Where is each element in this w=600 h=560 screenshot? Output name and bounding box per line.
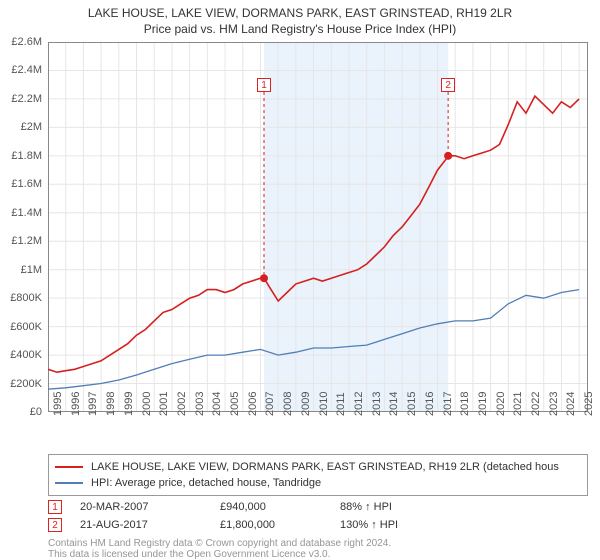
- ytick-label: £1.8M: [11, 150, 42, 162]
- ytick-label: £2.2M: [11, 93, 42, 105]
- events-table: 1 20-MAR-2007 £940,000 88% ↑ HPI 2 21-AU…: [48, 498, 588, 534]
- xtick-label: 2008: [282, 392, 294, 416]
- footer-line1: Contains HM Land Registry data © Crown c…: [48, 538, 391, 549]
- xtick-label: 2009: [300, 392, 312, 416]
- event-marker-2-icon: 2: [48, 518, 62, 532]
- xtick-label: 2015: [406, 392, 418, 416]
- xtick-label: 2006: [247, 392, 259, 416]
- ytick-label: £600K: [10, 321, 42, 333]
- event-price-2: £1,800,000: [220, 519, 340, 531]
- xtick-label: 2000: [141, 392, 153, 416]
- xtick-label: 2024: [565, 392, 577, 416]
- ytick-label: £1M: [21, 264, 42, 276]
- xtick-label: 2017: [442, 392, 454, 416]
- xtick-label: 2018: [459, 392, 471, 416]
- event-marker-1-icon: 1: [48, 500, 62, 514]
- legend: LAKE HOUSE, LAKE VIEW, DORMANS PARK, EAS…: [48, 454, 588, 496]
- xtick-label: 1998: [105, 392, 117, 416]
- event-marker-1-label-icon: 1: [257, 78, 271, 92]
- xtick-label: 2016: [424, 392, 436, 416]
- xtick-label: 2012: [353, 392, 365, 416]
- xtick-label: 2010: [318, 392, 330, 416]
- legend-label-house: LAKE HOUSE, LAKE VIEW, DORMANS PARK, EAS…: [91, 461, 559, 473]
- xtick-label: 2013: [371, 392, 383, 416]
- event-marker-2-label-icon: 2: [441, 78, 455, 92]
- xtick-label: 2021: [512, 392, 524, 416]
- legend-swatch-hpi: [55, 482, 83, 484]
- footer-line2: This data is licensed under the Open Gov…: [48, 549, 391, 560]
- xtick-label: 1997: [87, 392, 99, 416]
- plot-svg: [48, 42, 588, 412]
- ytick-label: £2.4M: [11, 64, 42, 76]
- ytick-label: £1.4M: [11, 207, 42, 219]
- footer: Contains HM Land Registry data © Crown c…: [48, 538, 391, 560]
- xtick-label: 2025: [583, 392, 595, 416]
- legend-swatch-house: [55, 466, 83, 468]
- xtick-label: 2002: [176, 392, 188, 416]
- title-main: LAKE HOUSE, LAKE VIEW, DORMANS PARK, EAS…: [0, 6, 600, 20]
- xtick-label: 2004: [211, 392, 223, 416]
- ytick-label: £2M: [21, 121, 42, 133]
- chart-area: 12£0£200K£400K£600K£800K£1M£1.2M£1.4M£1.…: [48, 42, 588, 412]
- xtick-label: 1995: [52, 392, 64, 416]
- ytick-label: £400K: [10, 349, 42, 361]
- ytick-label: £2.6M: [11, 36, 42, 48]
- xtick-label: 2019: [477, 392, 489, 416]
- xtick-label: 2022: [530, 392, 542, 416]
- xtick-label: 2014: [388, 392, 400, 416]
- event-date-2: 21-AUG-2017: [80, 519, 220, 531]
- xtick-label: 2003: [194, 392, 206, 416]
- xtick-label: 2011: [335, 392, 347, 416]
- ytick-label: £1.2M: [11, 235, 42, 247]
- event-hpi-2: 130% ↑ HPI: [340, 519, 398, 531]
- legend-item-house: LAKE HOUSE, LAKE VIEW, DORMANS PARK, EAS…: [55, 459, 581, 475]
- ytick-label: £200K: [10, 378, 42, 390]
- title-sub: Price paid vs. HM Land Registry's House …: [0, 22, 600, 36]
- titles: LAKE HOUSE, LAKE VIEW, DORMANS PARK, EAS…: [0, 0, 600, 36]
- ytick-label: £0: [30, 406, 42, 418]
- xtick-label: 1999: [123, 392, 135, 416]
- xtick-label: 2023: [548, 392, 560, 416]
- xtick-label: 2020: [495, 392, 507, 416]
- event-row-1: 1 20-MAR-2007 £940,000 88% ↑ HPI: [48, 498, 588, 516]
- ytick-label: £800K: [10, 292, 42, 304]
- legend-item-hpi: HPI: Average price, detached house, Tand…: [55, 475, 581, 491]
- event-price-1: £940,000: [220, 501, 340, 513]
- xtick-label: 2007: [264, 392, 276, 416]
- xtick-label: 2001: [158, 392, 170, 416]
- xtick-label: 2005: [229, 392, 241, 416]
- ytick-label: £1.6M: [11, 178, 42, 190]
- legend-label-hpi: HPI: Average price, detached house, Tand…: [91, 477, 321, 489]
- chart-container: LAKE HOUSE, LAKE VIEW, DORMANS PARK, EAS…: [0, 0, 600, 560]
- event-row-2: 2 21-AUG-2017 £1,800,000 130% ↑ HPI: [48, 516, 588, 534]
- event-date-1: 20-MAR-2007: [80, 501, 220, 513]
- event-hpi-1: 88% ↑ HPI: [340, 501, 392, 513]
- xtick-label: 1996: [70, 392, 82, 416]
